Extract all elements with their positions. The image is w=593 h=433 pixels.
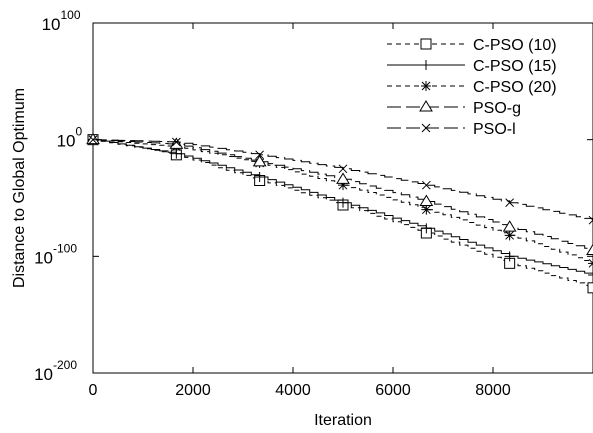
x-tick-label: 4000 [275,382,311,399]
series-layer [86,132,593,294]
legend-item: PSO-g [387,100,521,117]
data-point [421,180,431,190]
y-tick-base: 10 [34,365,53,384]
marker-plus [421,60,431,70]
marker-triangle [419,100,433,112]
marker-triangle [336,172,350,184]
marker-star [338,180,348,191]
data-point [587,282,593,294]
marker-triangle [502,220,517,232]
data-point [504,230,515,241]
marker-x [171,137,181,147]
marker-plus [421,223,432,234]
data-point [586,243,593,255]
data-point [505,198,515,208]
data-point [588,215,593,225]
series-c-pso-15 [88,134,593,280]
marker-x [588,215,593,225]
data-point [419,194,434,206]
data-point [421,223,432,234]
marker-x [421,180,431,190]
data-point [338,180,348,191]
series-pso-l [88,135,593,225]
data-point [502,220,517,232]
x-tick-label: 0 [89,382,98,399]
legend-item: C-PSO (15) [387,58,557,75]
data-point [254,172,265,182]
y-tick-exponent: 100 [61,8,81,22]
marker-star [421,81,431,91]
legend-item: C-PSO (20) [387,79,557,96]
data-point [255,150,265,160]
marker-x [421,123,431,133]
marker-x [505,198,515,208]
data-point [169,137,184,149]
marker-plus [254,172,265,182]
y-tick-base: 10 [42,15,61,34]
marker-triangle [86,132,100,145]
legend-item: PSO-l [387,121,516,138]
legend-item: C-PSO (10) [387,37,557,54]
y-tick-exponent: 0 [76,125,83,139]
marker-square [587,282,593,294]
data-point [252,154,267,167]
y-tick-label: 10 0 [57,125,83,151]
data-point [588,270,593,280]
data-point [504,251,515,262]
legend-label: PSO-l [473,121,516,138]
data-point [421,204,432,215]
marker-plus [588,270,593,280]
data-point [88,135,98,145]
marker-star [421,204,432,215]
x-tick-label: 6000 [375,382,411,399]
plot-frame [92,22,593,374]
y-tick-exponent: -100 [53,241,77,255]
data-point [338,164,348,174]
data-point [171,137,181,147]
data-point [338,197,348,208]
x-tick-label: 8000 [475,382,511,399]
legend-label: PSO-g [473,100,521,117]
y-axis-label: Distance to Global Optimum [11,88,28,288]
y-tick-label: 10 -200 [34,358,77,384]
marker-x [88,135,98,145]
marker-triangle [169,137,184,149]
marker-star [504,230,515,241]
marker-triangle [419,194,434,206]
y-tick-exponent: -200 [53,358,77,372]
legend-label: C-PSO (10) [473,37,557,54]
legend-label: C-PSO (15) [473,58,557,75]
marker-x [255,150,265,160]
data-point [86,132,100,145]
marker-triangle [252,154,267,167]
x-axis-label: Iteration [314,412,372,429]
marker-triangle [586,243,593,255]
marker-square [420,38,432,50]
marker-plus [338,197,348,208]
series-pso-g [86,132,593,255]
legend-label: C-PSO (20) [473,79,557,96]
y-tick-base: 10 [57,132,76,151]
marker-x [338,164,348,174]
legend: C-PSO (10) C-PSO (15) C-PSO (20) PSO-g PSO-l [387,37,557,138]
y-tick-label: 10-100 [34,241,77,267]
x-tick-label: 2000 [175,382,211,399]
y-tick-base: 10 [34,248,53,267]
marker-plus [504,251,515,262]
y-tick-label: 10 100 [42,8,81,34]
data-point [336,172,350,184]
